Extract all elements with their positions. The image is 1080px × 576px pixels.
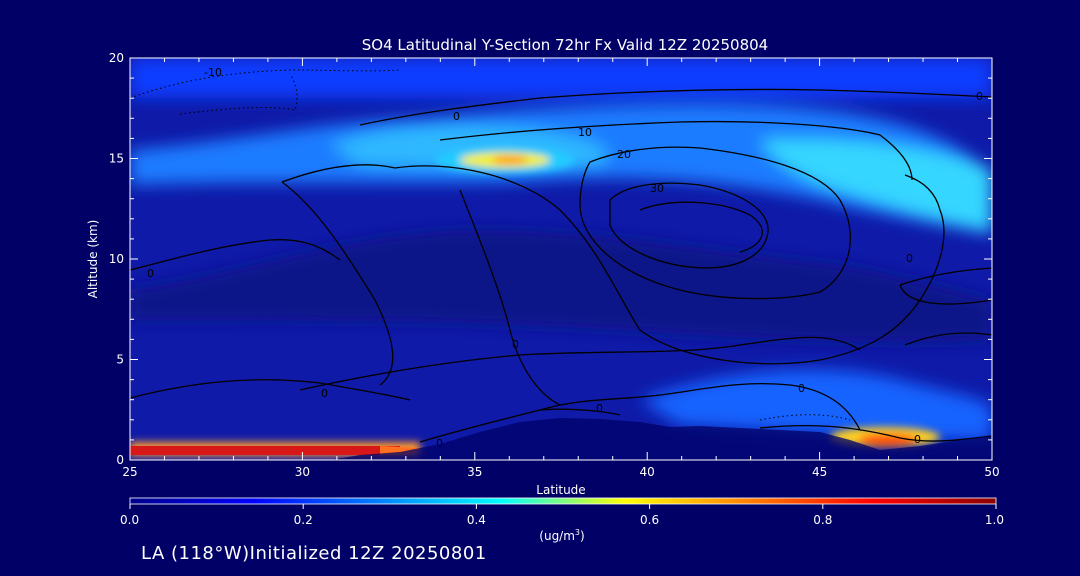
init-annotation: LA (118°W)Initialized 12Z 20250801 — [141, 543, 487, 564]
contour-label-0-east: 0 — [906, 252, 913, 265]
contour-label-neg10: -10 — [204, 66, 222, 79]
contour-west-drop — [281, 181, 394, 386]
field-plume-hot — [492, 156, 528, 164]
contour-near-surface — [419, 408, 621, 443]
contour-low-mid — [299, 336, 861, 391]
contour-neg10-top — [130, 69, 401, 99]
colorbar — [129, 497, 997, 505]
field-surface-layer-south — [130, 446, 400, 455]
x-tick-label-30: 30 — [295, 465, 310, 479]
x-axis: 25 30 35 40 45 50 — [122, 58, 1000, 479]
y-tick-label-15: 15 — [109, 152, 124, 166]
contour-label-0-lower: 0 — [596, 402, 603, 415]
colorbar-tick-label-3: 0.6 — [640, 513, 659, 527]
contour-neg10-inner — [179, 73, 298, 115]
contour-mid-trough — [459, 189, 561, 406]
contour-label-30: 30 — [650, 182, 664, 195]
contour-labels: -10 0 0 10 20 30 0 0 0 0 0 0 0 0 — [147, 66, 983, 450]
contour-lines — [130, 88, 992, 443]
contour-label-0-mid: 0 — [512, 338, 519, 351]
x-tick-label-45: 45 — [812, 465, 827, 479]
colorbar-tick-label-0: 0.0 — [120, 513, 139, 527]
x-tick-label-50: 50 — [984, 465, 999, 479]
contour-label-0-right: 0 — [976, 90, 983, 103]
y-axis-label: Altitude (km) — [86, 220, 100, 299]
x-tick-label-25: 25 — [122, 465, 137, 479]
field-mid-dark — [130, 230, 992, 342]
y-tick-label-20: 20 — [109, 51, 124, 65]
contour-low-west — [130, 379, 411, 401]
contour-north-surface — [759, 424, 992, 442]
field-upper-band-deep — [130, 58, 992, 98]
y-axis: 0 5 10 15 20 — [109, 51, 992, 467]
colorbar-label-close: ) — [580, 529, 585, 543]
y-tick-label-0: 0 — [116, 453, 124, 467]
x-axis-label: Latitude — [536, 483, 585, 497]
colorbar-tick-label-5: 1.0 — [985, 513, 1004, 527]
y-tick-label-5: 5 — [116, 353, 124, 367]
contour-west-upper — [281, 164, 396, 183]
contour-10 — [439, 120, 913, 181]
contour-zero-top — [359, 88, 992, 126]
contour-label-20: 20 — [617, 148, 631, 161]
x-tick-label-40: 40 — [640, 465, 655, 479]
contour-label-0-top: 0 — [453, 110, 460, 123]
contour-label-0-surface: 0 — [436, 437, 443, 450]
contour-lower-ridge — [539, 383, 861, 431]
colorbar-tick-label-4: 0.8 — [813, 513, 832, 527]
colorbar-ticks: 0.0 0.2 0.4 0.6 0.8 1.0 — [120, 504, 1004, 527]
field-north-low-layer — [640, 369, 992, 440]
contour-outer-loop — [394, 165, 945, 365]
y-tick-label-10: 10 — [109, 252, 124, 266]
contour-north-box — [899, 267, 992, 346]
field-hotspot-47N-core — [858, 434, 918, 446]
contour-jet-20 — [579, 146, 852, 300]
x-tick-label-35: 35 — [467, 465, 482, 479]
chart-title: SO4 Latitudinal Y-Section 72hr Fx Valid … — [362, 36, 768, 54]
colorbar-tick-label-2: 0.4 — [467, 513, 486, 527]
contour-dotted — [130, 69, 851, 421]
field-upper-aerosol-layer — [130, 104, 992, 235]
contour-jet-inner — [639, 201, 763, 253]
colorbar-label: (ug/m3) — [539, 528, 584, 543]
field-upper-cyan-core — [760, 139, 992, 230]
plot-area: -10 0 0 10 20 30 0 0 0 0 0 0 0 0 — [130, 58, 992, 460]
terrain — [330, 418, 992, 460]
colorbar-label-sup: 3 — [575, 528, 580, 537]
contour-jet-30 — [609, 182, 769, 269]
colorbar-label-main: (ug/m — [539, 529, 575, 543]
contour-label-0-west-low: 0 — [321, 387, 328, 400]
contour-west-zero — [130, 239, 341, 271]
contour-label-0-north-surf: 0 — [914, 433, 921, 446]
contour-label-0-north: 0 — [798, 382, 805, 395]
colorbar-tick-label-1: 0.2 — [294, 513, 313, 527]
contour-label-0-west: 0 — [147, 267, 154, 280]
contour-label-10: 10 — [578, 126, 592, 139]
